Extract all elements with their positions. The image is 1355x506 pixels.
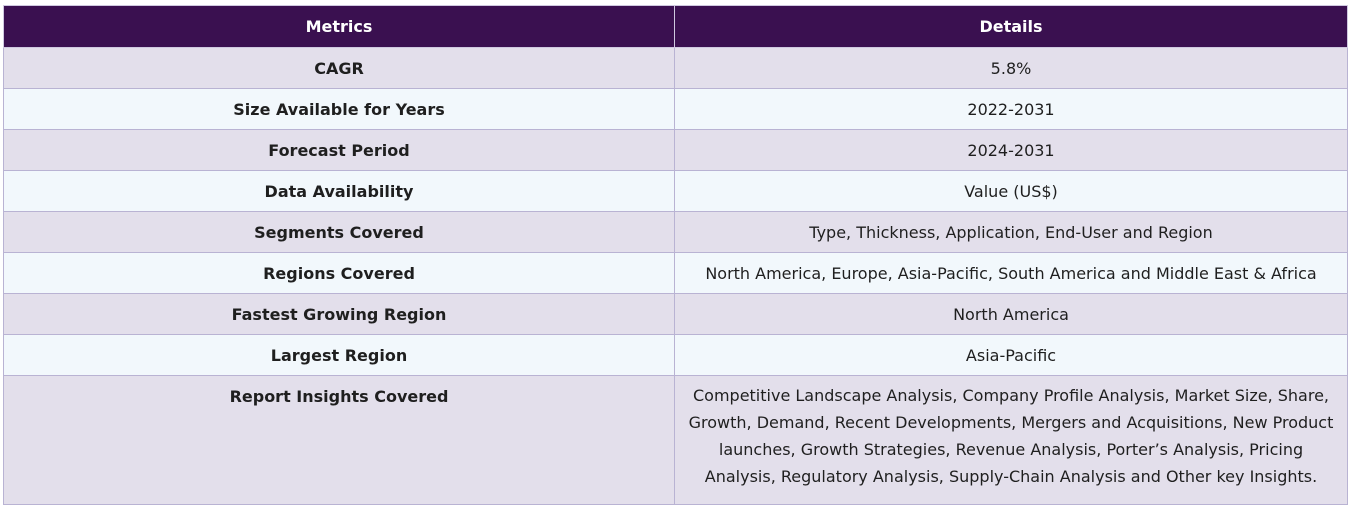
detail-data-availability: Value (US$) xyxy=(674,170,1348,212)
detail-cagr: 5.8% xyxy=(674,47,1348,89)
metric-fastest-growing-region: Fastest Growing Region xyxy=(3,293,675,335)
metric-largest-region: Largest Region xyxy=(3,334,675,376)
detail-largest-region: Asia-Pacific xyxy=(674,334,1348,376)
metric-size-available: Size Available for Years xyxy=(3,88,675,130)
metric-report-insights: Report Insights Covered xyxy=(3,375,675,505)
metric-segments-covered: Segments Covered xyxy=(3,211,675,253)
detail-size-available: 2022-2031 xyxy=(674,88,1348,130)
table-row: Forecast Period 2024-2031 xyxy=(3,129,1348,171)
detail-segments-covered: Type, Thickness, Application, End-User a… xyxy=(674,211,1348,253)
report-metrics-table-container: Metrics Details CAGR 5.8% Size Available… xyxy=(3,5,1348,505)
metric-regions-covered: Regions Covered xyxy=(3,252,675,294)
detail-regions-covered: North America, Europe, Asia-Pacific, Sou… xyxy=(674,252,1348,294)
table-row: Report Insights Covered Competitive Land… xyxy=(3,375,1348,505)
table-row: CAGR 5.8% xyxy=(3,47,1348,89)
table-row: Fastest Growing Region North America xyxy=(3,293,1348,335)
table-row: Data Availability Value (US$) xyxy=(3,170,1348,212)
report-metrics-table: Metrics Details CAGR 5.8% Size Available… xyxy=(3,5,1348,505)
table-row: Size Available for Years 2022-2031 xyxy=(3,88,1348,130)
table-row: Segments Covered Type, Thickness, Applic… xyxy=(3,211,1348,253)
table-header-row: Metrics Details xyxy=(3,5,1348,48)
metric-forecast-period: Forecast Period xyxy=(3,129,675,171)
detail-fastest-growing-region: North America xyxy=(674,293,1348,335)
detail-report-insights: Competitive Landscape Analysis, Company … xyxy=(674,375,1348,505)
metric-cagr: CAGR xyxy=(3,47,675,89)
header-details: Details xyxy=(674,5,1348,48)
table-row: Regions Covered North America, Europe, A… xyxy=(3,252,1348,294)
metric-data-availability: Data Availability xyxy=(3,170,675,212)
header-metrics: Metrics xyxy=(3,5,675,48)
detail-forecast-period: 2024-2031 xyxy=(674,129,1348,171)
table-row: Largest Region Asia-Pacific xyxy=(3,334,1348,376)
